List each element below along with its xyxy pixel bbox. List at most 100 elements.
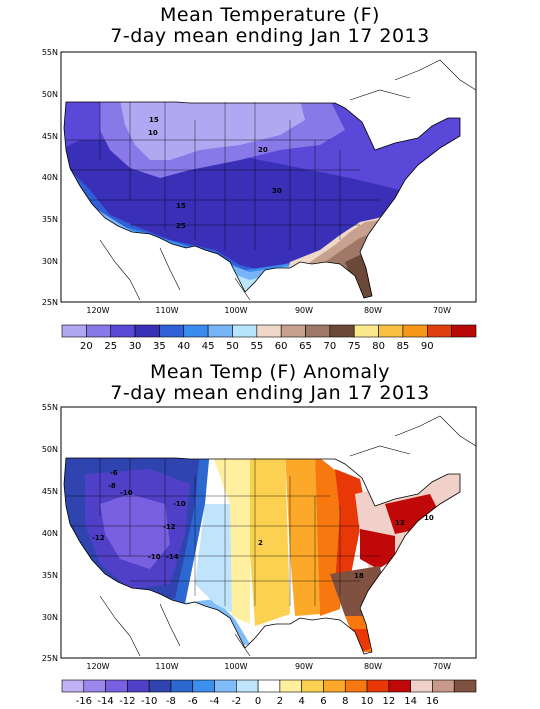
colorbar-label: -10	[141, 696, 157, 707]
panel2-contour-label: 10	[424, 514, 434, 522]
panel2-contour-label: -14	[166, 553, 179, 561]
lat-label: 35N	[42, 571, 58, 580]
lon-label: 100W	[224, 306, 247, 315]
colorbar-swatch	[323, 679, 346, 693]
colorbar-swatch	[232, 324, 258, 338]
lon-label: 80W	[364, 306, 382, 315]
colorbar-swatch	[451, 324, 477, 338]
lat-label: 25N	[42, 298, 58, 307]
colorbar-swatch	[378, 324, 404, 338]
panel1-contour-label: 10	[148, 129, 158, 137]
panel2-contour-label: 2	[258, 539, 263, 547]
colorbar-swatch	[159, 324, 185, 338]
lon-label: 120W	[86, 662, 109, 671]
colorbar-label: 75	[348, 341, 361, 352]
lat-label: 50N	[42, 445, 58, 454]
lon-label: 110W	[155, 306, 178, 315]
panel1-colorbar: 20 25 30 35 40 45 50 55 60 65 70 75 80 85 90	[61, 324, 477, 352]
colorbar-swatch	[86, 324, 112, 338]
lat-label: 55N	[42, 48, 58, 57]
lon-label: 70W	[433, 306, 451, 315]
colorbar-label: 30	[129, 341, 142, 352]
panel2-contour-label: -12	[92, 534, 105, 542]
panel2-contour-label: -10	[120, 489, 133, 497]
colorbar-swatch	[279, 679, 302, 693]
colorbar-label: -14	[97, 696, 113, 707]
panel1-contour-label: 15	[176, 202, 186, 210]
panel1-title-line1: Mean Temperature (F)	[160, 4, 380, 26]
colorbar-label: 4	[298, 696, 304, 707]
colorbar-swatch	[305, 324, 331, 338]
colorbar-swatch	[402, 324, 428, 338]
colorbar-swatch	[170, 679, 194, 693]
colorbar-label: 85	[397, 341, 410, 352]
colorbar-label: -8	[166, 696, 176, 707]
colorbar-swatch	[256, 324, 282, 338]
colorbar-swatch	[301, 679, 324, 693]
panel1-contour-label: 30	[272, 187, 282, 195]
colorbar-swatch	[127, 679, 150, 693]
lon-label: 80W	[364, 662, 382, 671]
colorbar-label: -12	[119, 696, 135, 707]
colorbar-swatch	[432, 679, 455, 693]
colorbar-swatch	[105, 679, 128, 693]
panel2-us-outline	[63, 457, 461, 655]
colorbar-label: 10	[361, 696, 374, 707]
lon-label: 90W	[295, 662, 313, 671]
lat-label: 30N	[42, 613, 58, 622]
lat-label: 45N	[42, 487, 58, 496]
colorbar-swatch	[410, 679, 433, 693]
panel1-contour-label: 25	[176, 222, 186, 230]
colorbar-swatch	[183, 324, 209, 338]
colorbar-label: 25	[104, 341, 117, 352]
lat-label: 50N	[42, 90, 58, 99]
colorbar-label: 16	[426, 696, 439, 707]
lat-label: 40N	[42, 173, 58, 182]
colorbar-label: 80	[372, 341, 385, 352]
panel2-contour-label: -8	[108, 482, 116, 490]
colorbar-swatch	[110, 324, 136, 338]
panel2-title-line2: 7-day mean ending Jan 17 2013	[110, 382, 430, 404]
panel1-state-lines	[66, 102, 380, 250]
colorbar-swatch	[280, 324, 306, 338]
panel2-lat-axis: 55N 50N 45N 40N 35N 30N 25N	[42, 403, 58, 663]
panel1-lon-axis: 120W 110W 100W 90W 80W 70W	[86, 306, 451, 315]
colorbar-swatch	[329, 324, 355, 338]
panel2-lon-axis: 120W 110W 100W 90W 80W 70W	[86, 662, 451, 671]
panel2-contour-label: 18	[354, 572, 364, 580]
panel1-contour-label: 15	[149, 116, 159, 124]
colorbar-swatch	[192, 679, 215, 693]
colorbar-label: -16	[76, 696, 92, 707]
panel2-map: -6 -8 -10 -10 -12 -12 -10 -14 2 12 10 18…	[42, 403, 477, 707]
lat-label: 45N	[42, 132, 58, 141]
colorbar-label: 65	[299, 341, 312, 352]
colorbar-swatch	[388, 679, 411, 693]
lat-label: 40N	[42, 529, 58, 538]
colorbar-label: -4	[210, 696, 220, 707]
colorbar-label: 8	[342, 696, 348, 707]
colorbar-swatch	[83, 679, 106, 693]
lat-label: 35N	[42, 215, 58, 224]
lon-label: 100W	[224, 662, 247, 671]
colorbar-label: 6	[320, 696, 326, 707]
colorbar-label: 45	[202, 341, 215, 352]
colorbar-label: 20	[80, 341, 93, 352]
colorbar-label: 35	[153, 341, 166, 352]
panel2-state-lines	[66, 458, 380, 606]
lon-label: 90W	[295, 306, 313, 315]
panel2-contour-label: -6	[110, 469, 118, 477]
lon-label: 120W	[86, 306, 109, 315]
colorbar-swatch	[214, 679, 237, 693]
panel2-coastlines	[99, 415, 477, 657]
colorbar-label: 0	[255, 696, 261, 707]
panel2-title-line1: Mean Temp (F) Anomaly	[149, 361, 391, 383]
colorbar-label: 2	[277, 696, 283, 707]
colorbar-label: 70	[324, 341, 337, 352]
panel2-contour-label: -10	[173, 500, 186, 508]
colorbar-swatch	[366, 679, 390, 693]
lon-label: 70W	[433, 662, 451, 671]
panel1-coastlines	[99, 59, 477, 301]
colorbar-swatch	[134, 324, 160, 338]
colorbar-swatch	[61, 679, 85, 693]
lat-label: 30N	[42, 257, 58, 266]
